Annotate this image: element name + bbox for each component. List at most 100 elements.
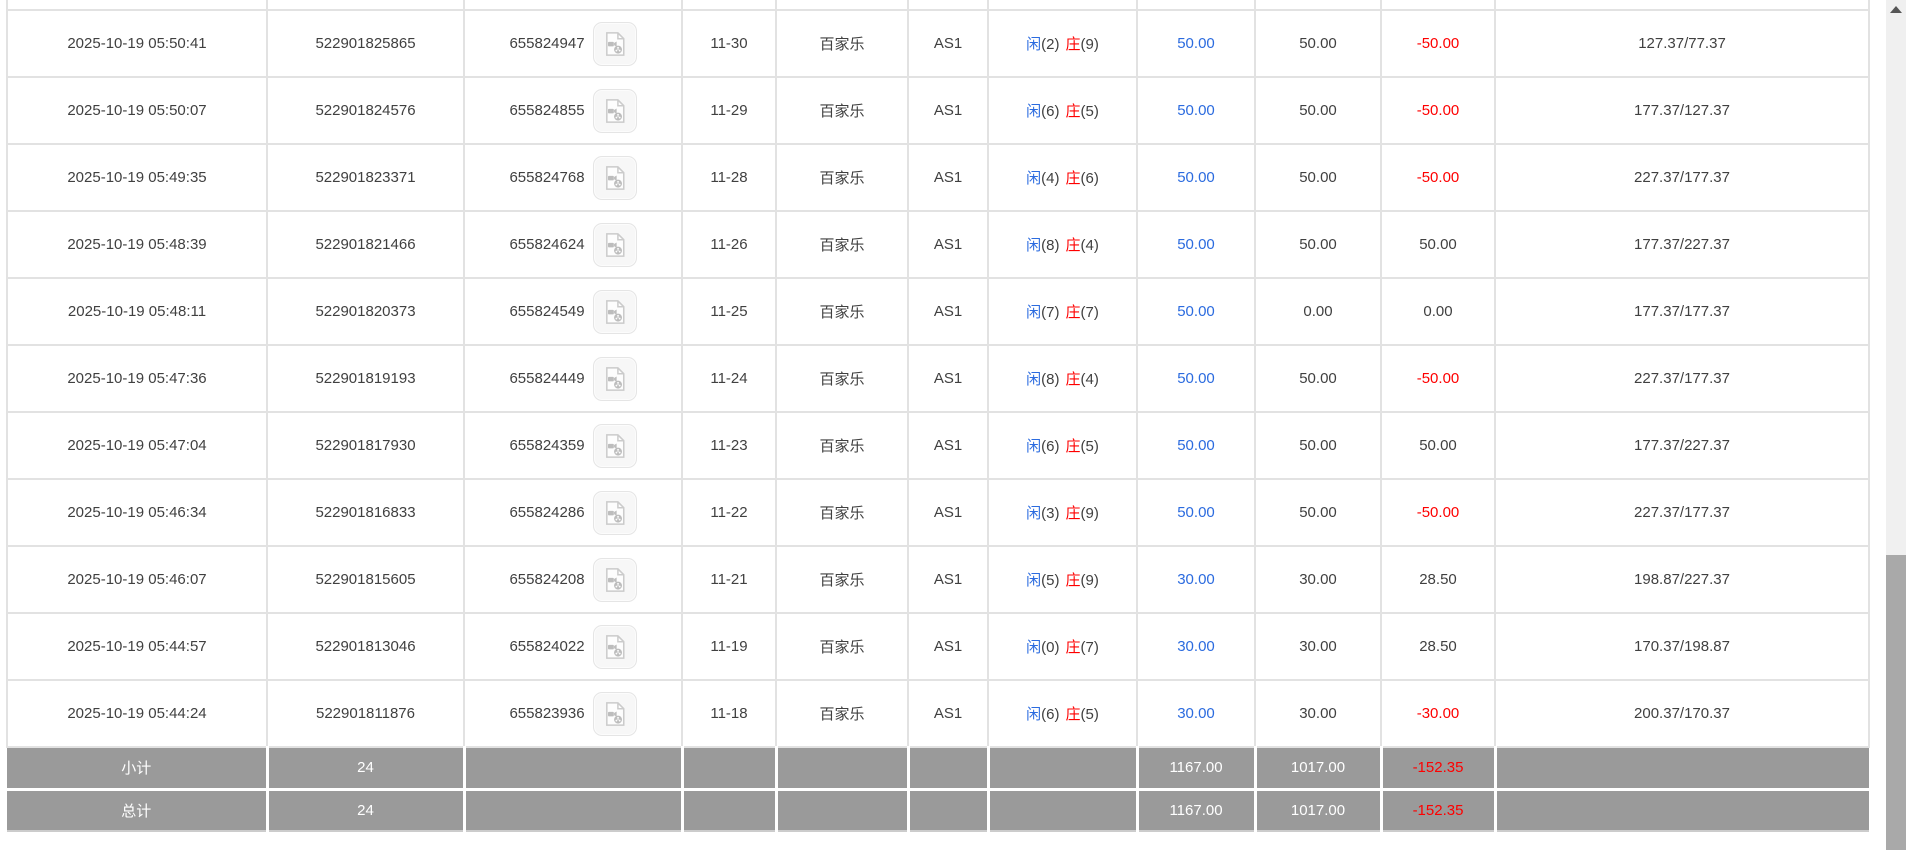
- video-replay-icon: [605, 634, 625, 659]
- video-replay-button[interactable]: [592, 155, 637, 200]
- bet-amount-cell: 50.00: [1136, 277, 1256, 346]
- order-id-cell: 522901821466: [266, 210, 465, 279]
- game-number: 655824022: [509, 638, 585, 655]
- player-label: 闲: [1026, 36, 1042, 53]
- game-number-cell: 655824947: [463, 9, 683, 78]
- valid-amount-cell: 30.00: [1254, 679, 1382, 748]
- banker-score: (5): [1080, 103, 1099, 120]
- player-label: 闲: [1026, 371, 1042, 388]
- player-label: 闲: [1026, 706, 1042, 723]
- video-replay-button[interactable]: [592, 624, 637, 669]
- total-winloss-cell: -152.35: [1379, 787, 1497, 832]
- win-loss-cell: -30.00: [1380, 679, 1496, 748]
- banker-score: (7): [1080, 639, 1099, 656]
- total-count-cell: 24: [265, 787, 466, 832]
- win-loss-value: 0.00: [1423, 303, 1453, 320]
- win-loss-cell: 50.00: [1380, 411, 1496, 480]
- total-label-cell: 总计: [7, 787, 269, 832]
- order-id-cell: 522901816833: [266, 478, 465, 547]
- game-type-cell: 百家乐: [775, 478, 909, 547]
- win-loss-value: -50.00: [1416, 370, 1460, 387]
- banker-label: 庄: [1065, 103, 1081, 120]
- player-label: 闲: [1026, 505, 1042, 522]
- win-loss-cell: -50.00: [1380, 478, 1496, 547]
- win-loss-value: -50.00: [1416, 35, 1460, 52]
- game-number: 655824768: [509, 169, 585, 186]
- table-name-cell: AS1: [907, 545, 989, 614]
- video-replay-icon: [605, 567, 625, 592]
- video-replay-button[interactable]: [592, 490, 637, 535]
- total-bet-cell: 1167.00: [1135, 787, 1257, 832]
- table-row: 2025-10-19 05:47:36 522901819193 6558244…: [6, 344, 1870, 413]
- table-name-cell: AS1: [907, 679, 989, 748]
- player-label: 闲: [1026, 103, 1042, 120]
- scrollbar-thumb[interactable]: [1886, 555, 1906, 850]
- banker-score: (9): [1080, 36, 1099, 53]
- clipped-row-top: [6, 0, 1870, 11]
- valid-amount-cell: 30.00: [1254, 612, 1382, 681]
- banker-label: 庄: [1065, 505, 1081, 522]
- round-cell: 11-28: [681, 143, 777, 212]
- valid-amount-cell: 30.00: [1254, 545, 1382, 614]
- bet-amount-cell: 30.00: [1136, 679, 1256, 748]
- banker-label: 庄: [1065, 706, 1081, 723]
- video-replay-icon: [605, 366, 625, 391]
- total-row: 总计 24 1167.00 1017.00 -152.35: [7, 787, 1869, 832]
- bet-amount-cell: 50.00: [1136, 76, 1256, 145]
- video-replay-button[interactable]: [592, 691, 637, 736]
- table-name-cell: AS1: [907, 76, 989, 145]
- vertical-scrollbar[interactable]: [1886, 0, 1906, 850]
- banker-label: 庄: [1065, 237, 1081, 254]
- order-id-cell: 522901820373: [266, 277, 465, 346]
- round-cell: 11-24: [681, 344, 777, 413]
- player-label: 闲: [1026, 639, 1042, 656]
- game-type-cell: 百家乐: [775, 9, 909, 78]
- bet-time-cell: 2025-10-19 05:47:36: [6, 344, 268, 413]
- video-replay-icon: [605, 232, 625, 257]
- order-id-cell: 522901819193: [266, 344, 465, 413]
- game-number-cell: 655824624: [463, 210, 683, 279]
- order-id-cell: 522901811876: [266, 679, 465, 748]
- order-id-cell: 522901817930: [266, 411, 465, 480]
- win-loss-cell: -50.00: [1380, 9, 1496, 78]
- scroll-up-button[interactable]: [1886, 0, 1906, 18]
- video-replay-button[interactable]: [592, 557, 637, 602]
- game-type-cell: 百家乐: [775, 344, 909, 413]
- video-replay-button[interactable]: [592, 289, 637, 334]
- bet-amount-cell: 30.00: [1136, 612, 1256, 681]
- win-loss-cell: 28.50: [1380, 612, 1496, 681]
- game-number-cell: 655823936: [463, 679, 683, 748]
- banker-score: (4): [1080, 237, 1099, 254]
- bet-time-cell: 2025-10-19 05:50:41: [6, 9, 268, 78]
- game-number: 655824947: [509, 35, 585, 52]
- video-replay-button[interactable]: [592, 222, 637, 267]
- result-cell: 闲(5) 庄(9): [987, 545, 1138, 614]
- win-loss-cell: 28.50: [1380, 545, 1496, 614]
- round-cell: 11-25: [681, 277, 777, 346]
- balance-cell: 227.37/177.37: [1494, 478, 1870, 547]
- table-row: 2025-10-19 05:46:34 522901816833 6558242…: [6, 478, 1870, 547]
- round-cell: 11-30: [681, 9, 777, 78]
- game-type-cell: 百家乐: [775, 411, 909, 480]
- subtotal-label-cell: 小计: [7, 746, 269, 791]
- game-type-cell: 百家乐: [775, 545, 909, 614]
- game-type-cell: 百家乐: [775, 612, 909, 681]
- balance-cell: 200.37/170.37: [1494, 679, 1870, 748]
- round-cell: 11-29: [681, 76, 777, 145]
- video-replay-icon: [605, 701, 625, 726]
- video-replay-button[interactable]: [592, 423, 637, 468]
- result-cell: 闲(7) 庄(7): [987, 277, 1138, 346]
- video-replay-button[interactable]: [592, 88, 637, 133]
- game-number: 655824549: [509, 303, 585, 320]
- video-replay-button[interactable]: [592, 21, 637, 66]
- banker-label: 庄: [1065, 371, 1081, 388]
- result-cell: 闲(4) 庄(6): [987, 143, 1138, 212]
- banker-label: 庄: [1065, 304, 1081, 321]
- banker-label: 庄: [1065, 572, 1081, 589]
- balance-cell: 227.37/177.37: [1494, 344, 1870, 413]
- win-loss-value: 28.50: [1419, 571, 1457, 588]
- table-name-cell: AS1: [907, 478, 989, 547]
- valid-amount-cell: 50.00: [1254, 344, 1382, 413]
- video-replay-button[interactable]: [592, 356, 637, 401]
- video-replay-icon: [605, 299, 625, 324]
